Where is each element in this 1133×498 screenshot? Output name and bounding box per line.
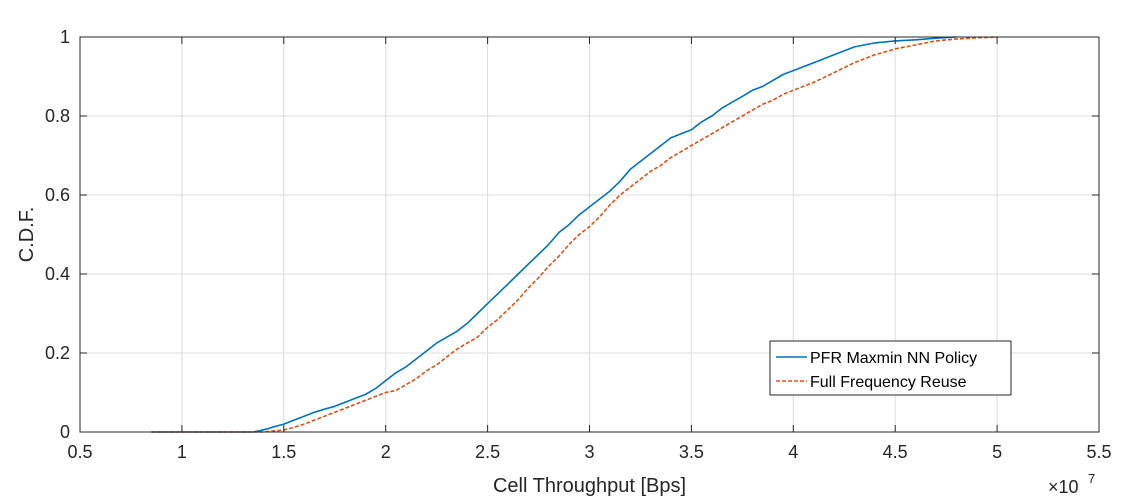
legend: PFR Maxmin NN Policy Full Frequency Reus…	[769, 340, 1012, 396]
x-tick-label: 5	[992, 442, 1002, 462]
x-tick-label: 1.5	[271, 442, 296, 462]
x-tick-label: 2.5	[475, 442, 500, 462]
y-axis-ticks: 0 0.2 0.4 0.6 0.8 1	[45, 27, 1099, 442]
series-line-0	[151, 36, 957, 433]
y-axis-label: C.D.F.	[16, 207, 38, 263]
x-tick-label: 0.5	[67, 442, 92, 462]
legend-box	[769, 340, 1012, 396]
x-tick-label: 5.5	[1086, 442, 1111, 462]
legend-label-pfr: PFR Maxmin NN Policy	[810, 350, 977, 367]
y-tick-label: 0.6	[45, 185, 70, 205]
y-tick-label: 1	[60, 27, 70, 47]
x-tick-label: 2	[381, 442, 391, 462]
x-tick-label: 4	[788, 442, 798, 462]
x-tick-label: 3	[584, 442, 594, 462]
x-tick-label: 3.5	[679, 442, 704, 462]
y-tick-label: 0.2	[45, 343, 70, 363]
x-tick-label: 1	[177, 442, 187, 462]
x-axis-label: Cell Throughput [Bps]	[493, 475, 686, 497]
y-tick-label: 0	[60, 422, 70, 442]
series-line-1	[151, 36, 998, 433]
series-layer	[151, 36, 998, 433]
x-tick-label: 4.5	[883, 442, 908, 462]
legend-label-ffr: Full Frequency Reuse	[810, 374, 967, 391]
x-multiplier-exponent: 7	[1088, 471, 1095, 486]
y-tick-label: 0.8	[45, 106, 70, 126]
x-multiplier-base: ×10	[1048, 477, 1079, 497]
x-axis-ticks: 0.5 1 1.5 2 2.5 3 3.5 4 4.5 5 5.5	[67, 37, 1112, 462]
y-tick-label: 0.4	[45, 264, 70, 284]
x-axis-multiplier: ×10 7	[1048, 471, 1095, 497]
